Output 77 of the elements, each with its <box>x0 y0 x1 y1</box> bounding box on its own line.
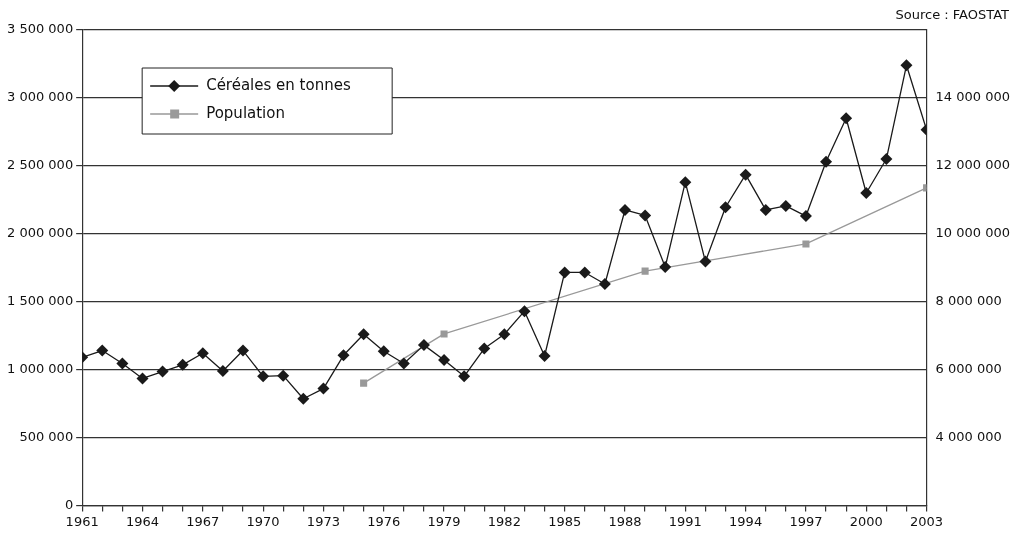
x-tick-label: 1985 <box>548 513 582 529</box>
point <box>759 203 772 216</box>
point <box>779 199 792 212</box>
x-tick-label: 1997 <box>789 513 823 529</box>
x-tick-label: 1967 <box>186 513 220 529</box>
y-tick-label: 3 000 000 <box>6 89 74 105</box>
x-tick-label: 1961 <box>65 513 99 529</box>
point <box>96 344 109 357</box>
point <box>196 347 209 360</box>
x-tick-label: 1982 <box>487 513 521 529</box>
x-tick-label: 1973 <box>306 513 340 529</box>
y2-tick-label: 8 000 000 <box>935 293 1002 309</box>
point <box>679 176 692 189</box>
y-tick-label: 0 <box>64 496 74 512</box>
point <box>820 155 833 168</box>
x-tick-label: 1988 <box>608 513 642 529</box>
point <box>397 357 410 370</box>
x-tick-label: 1970 <box>246 513 280 529</box>
point <box>176 358 189 371</box>
point <box>360 379 368 387</box>
point <box>156 365 169 378</box>
y-tick-label: 2 500 000 <box>6 157 74 173</box>
point <box>498 328 511 341</box>
legend-label: Population <box>206 103 285 122</box>
point <box>377 345 390 358</box>
point <box>136 372 149 385</box>
point <box>440 330 448 338</box>
point <box>257 370 270 383</box>
y-tick-label: 500 000 <box>19 428 74 444</box>
point <box>417 339 430 352</box>
point <box>860 186 873 199</box>
point <box>558 266 571 279</box>
point <box>618 203 631 216</box>
point <box>739 168 752 181</box>
legend-label: Céréales en tonnes <box>206 75 351 94</box>
point <box>802 240 810 248</box>
y2-tick-label: 4 000 000 <box>935 428 1002 444</box>
point <box>840 112 853 125</box>
point <box>458 370 471 383</box>
point <box>438 354 451 367</box>
point <box>799 210 812 223</box>
point <box>659 261 672 274</box>
y2-tick-label: 12 000 000 <box>935 157 1010 173</box>
point <box>880 153 893 166</box>
point <box>116 357 129 370</box>
x-tick-label: 1964 <box>125 513 160 529</box>
y-tick-label: 1 000 000 <box>6 360 74 376</box>
x-tick-label: 2000 <box>849 513 883 529</box>
point <box>216 364 229 377</box>
y-tick-label: 1 500 000 <box>6 293 74 309</box>
point <box>357 328 370 341</box>
y2-tick-label: 6 000 000 <box>935 360 1002 376</box>
point <box>578 266 591 279</box>
source-note: Source : FAOSTAT <box>895 6 1010 22</box>
point <box>237 344 249 357</box>
y2-tick-label: 14 000 000 <box>935 89 1010 105</box>
y-tick-label: 2 000 000 <box>6 225 74 241</box>
x-tick-label: 1979 <box>427 513 461 529</box>
x-tick-label: 1976 <box>367 513 401 529</box>
x-tick-label: 1991 <box>668 513 702 529</box>
point <box>277 369 290 382</box>
y2-tick-label: 10 000 000 <box>935 225 1010 241</box>
x-tick-label: 2003 <box>910 513 944 529</box>
point <box>538 349 551 362</box>
point <box>639 209 652 222</box>
point <box>297 392 310 405</box>
point <box>719 201 732 214</box>
point <box>478 342 491 355</box>
y-tick-label: 3 500 000 <box>6 21 74 37</box>
point <box>598 278 611 290</box>
point <box>641 267 649 275</box>
point <box>900 59 913 72</box>
point <box>518 305 531 318</box>
point <box>317 382 330 395</box>
point <box>699 255 712 268</box>
x-tick-label: 1994 <box>729 513 763 529</box>
point <box>337 349 350 362</box>
